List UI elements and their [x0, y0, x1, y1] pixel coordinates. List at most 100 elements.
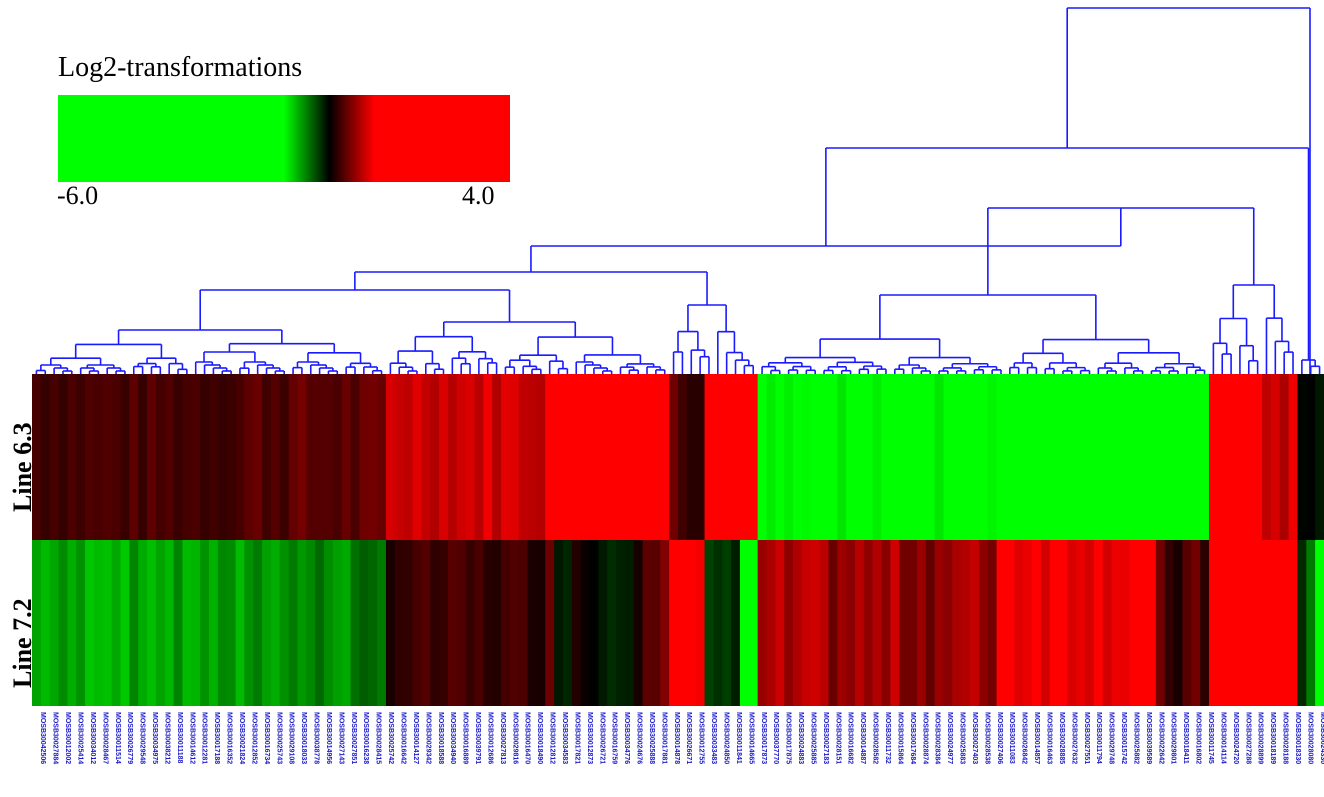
gene-id-label: MOSB30029816 — [511, 712, 518, 764]
heatmap-cell — [1262, 540, 1272, 706]
heatmap-cell — [554, 540, 564, 706]
heatmap-cell — [32, 374, 42, 540]
heatmap-cell — [881, 374, 891, 540]
gene-id-label: MOSB30027183 — [822, 712, 829, 764]
heatmap-cell — [801, 374, 812, 540]
gene-id-label: MOSB30016802 — [1195, 712, 1202, 764]
heatmap-cell — [1014, 374, 1024, 540]
heatmap-cell — [722, 374, 732, 540]
heatmap-cell — [624, 540, 635, 706]
heatmap-cell — [819, 540, 830, 706]
heatmap-cell — [642, 374, 653, 540]
heatmap-cell — [501, 374, 511, 540]
heatmap-cell — [1173, 540, 1184, 706]
gene-id-label: MOSB30025414 — [77, 712, 84, 764]
heatmap-cell — [456, 374, 467, 540]
heatmap-cell — [651, 540, 661, 706]
heatmap-cell — [297, 540, 307, 706]
gene-id-label: MOSB30017875 — [785, 712, 792, 764]
heatmap-cell — [182, 374, 192, 540]
heatmap-cell — [1200, 540, 1210, 706]
heatmap-cell — [253, 540, 263, 706]
heatmap-cell — [1129, 540, 1139, 706]
gene-id-label: MOSB30037770 — [772, 712, 779, 764]
heatmap-cell — [748, 374, 759, 540]
heatmap-cell — [580, 540, 591, 706]
heatmap-cell — [279, 540, 290, 706]
heatmap-cell — [890, 540, 900, 706]
heatmap-cell — [1138, 374, 1148, 540]
heatmap-cell — [76, 374, 86, 540]
gene-id-label: MOSB30038778 — [313, 712, 320, 764]
heatmap-cell — [598, 540, 608, 706]
heatmap-cell — [262, 374, 272, 540]
gene-id-label: MOSB30018189 — [1269, 712, 1276, 764]
heatmap-cell — [465, 540, 476, 706]
heatmap-cell — [669, 374, 679, 540]
heatmap-cell — [571, 540, 582, 706]
heatmap-cell — [775, 374, 785, 540]
heatmap-cell — [359, 540, 369, 706]
heatmap-cell — [200, 540, 210, 706]
gene-id-labels: MOSB30042506 MOSB30027884 MOSB30012002 MOSB… — [39, 712, 1324, 764]
heatmap-cell — [916, 540, 927, 706]
gene-id-label: MOSB30018490 — [536, 712, 543, 764]
heatmap-cell — [1031, 540, 1042, 706]
heatmap-cell — [1279, 540, 1290, 706]
heatmap-cell — [916, 374, 927, 540]
heatmap-cell — [155, 540, 166, 706]
heatmap-cell — [306, 374, 316, 540]
gene-id-label: MOSB30011732 — [884, 712, 891, 764]
heatmap-cell — [793, 374, 803, 540]
heatmap-cell — [943, 374, 953, 540]
heatmap-cell — [1023, 540, 1033, 706]
gene-id-label: MOSB30024850 — [723, 712, 730, 764]
gene-id-label: MOSB30017881 — [660, 712, 667, 764]
heatmap-cell — [208, 540, 219, 706]
heatmap-cell — [1120, 540, 1130, 706]
heatmap-cell — [341, 540, 352, 706]
heatmap-cell — [1191, 374, 1201, 540]
heatmap-cell — [1093, 374, 1104, 540]
gene-id-label: MOSB30027288 — [1244, 712, 1251, 764]
heatmap-cell — [235, 540, 245, 706]
heatmap-cell — [412, 374, 422, 540]
heatmap-cell — [854, 374, 865, 540]
heatmap-cell — [1031, 374, 1042, 540]
heatmap-cell — [235, 374, 245, 540]
heatmap-cell — [518, 374, 529, 540]
heatmap-cell — [633, 540, 644, 706]
gene-id-label: MOSB30017821 — [573, 712, 580, 764]
heatmap-cell — [686, 540, 697, 706]
heatmap-cell — [102, 540, 113, 706]
gene-id-label: MOSB30033483 — [710, 712, 717, 764]
heatmap-cell — [93, 540, 104, 706]
heatmap-cell — [757, 374, 768, 540]
gene-id-label: MOSB30027632 — [1070, 712, 1077, 764]
heatmap-cell — [978, 374, 989, 540]
gene-id-label: MOSB30029548 — [139, 712, 146, 764]
gene-id-label: MOSB30026671 — [685, 712, 692, 764]
heatmap-cell — [695, 540, 706, 706]
heatmap-cell — [766, 374, 776, 540]
gene-id-label: MOSB30025882 — [1132, 712, 1139, 764]
gene-id-label: MOSB30016734 — [263, 712, 270, 764]
heatmap-cell — [970, 374, 980, 540]
heatmap-cell — [554, 374, 564, 540]
gene-id-label: MOSB30011745 — [1207, 712, 1214, 764]
heatmap-cell — [607, 540, 617, 706]
heatmap-cell — [439, 374, 449, 540]
heatmap-cell — [616, 374, 626, 540]
gene-id-label: MOSB30028467 — [101, 712, 108, 764]
heatmap-cell — [1182, 540, 1192, 706]
heatmap-cell — [147, 374, 157, 540]
heatmap-cell — [226, 374, 237, 540]
gene-id-label: MOSB30028899 — [1257, 712, 1264, 764]
heatmap-cell — [377, 374, 387, 540]
gene-id-label: MOSB30024676 — [636, 712, 643, 764]
heatmap-cell — [766, 540, 776, 706]
heatmap-cell — [571, 374, 582, 540]
heatmap-cell — [253, 374, 263, 540]
gene-id-label: MOSB30027813 — [499, 712, 506, 764]
heatmap-cell — [660, 540, 670, 706]
